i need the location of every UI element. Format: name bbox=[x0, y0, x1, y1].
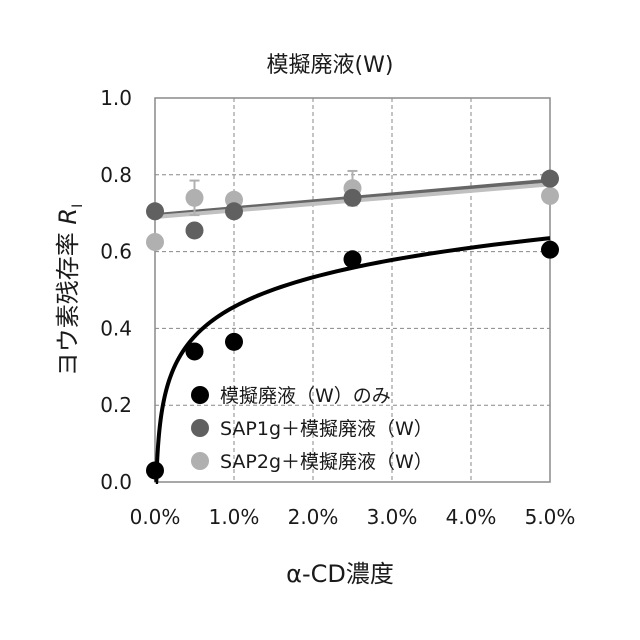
data-point-series-1 bbox=[186, 342, 204, 360]
x-tick-label: 4.0% bbox=[446, 505, 497, 529]
x-tick-label: 1.0% bbox=[209, 505, 260, 529]
y-tick-label: 0.0 bbox=[100, 470, 132, 494]
y-axis-title-main: ヨウ素残存率 bbox=[54, 225, 82, 377]
x-axis-title: α-CD濃度 bbox=[286, 560, 394, 588]
y-tick-label: 0.2 bbox=[100, 393, 132, 417]
data-point-series-1 bbox=[146, 461, 164, 479]
legend-label-series-3: SAP2g＋模擬廃液（W） bbox=[220, 451, 433, 473]
data-point-series-2 bbox=[344, 189, 362, 207]
y-tick-label: 0.8 bbox=[100, 163, 132, 187]
chart-title: 模擬廃液(W) bbox=[267, 53, 394, 78]
data-point-series-2 bbox=[146, 202, 164, 220]
x-tick-label: 3.0% bbox=[367, 505, 418, 529]
x-tick-label: 5.0% bbox=[525, 505, 576, 529]
data-point-series-3 bbox=[186, 189, 204, 207]
x-tick-label: 0.0% bbox=[130, 505, 181, 529]
legend-label-series-1: 模擬廃液（W）のみ bbox=[220, 385, 391, 407]
data-point-series-1 bbox=[541, 241, 559, 259]
data-point-series-2 bbox=[225, 202, 243, 220]
data-point-series-1 bbox=[344, 250, 362, 268]
y-tick-label: 0.4 bbox=[100, 316, 132, 340]
legend-marker-series-3 bbox=[191, 452, 209, 470]
y-axis-title-group: ヨウ素残存率 RI bbox=[54, 204, 86, 376]
y-tick-label: 0.6 bbox=[100, 240, 132, 264]
data-point-series-2 bbox=[541, 170, 559, 188]
y-axis-title-symbol: R bbox=[54, 208, 82, 225]
x-tick-label: 2.0% bbox=[288, 505, 339, 529]
y-axis-title: ヨウ素残存率 RI bbox=[54, 204, 86, 376]
legend-marker-series-2 bbox=[191, 419, 209, 437]
y-axis-title-subscript: I bbox=[70, 204, 86, 208]
data-point-series-1 bbox=[225, 333, 243, 351]
trendline-series-1 bbox=[156, 238, 550, 482]
data-point-series-2 bbox=[186, 221, 204, 239]
y-tick-label: 1.0 bbox=[100, 86, 132, 110]
data-point-series-3 bbox=[146, 233, 164, 251]
legend-marker-series-1 bbox=[191, 386, 209, 404]
legend: 模擬廃液（W）のみ SAP1g＋模擬廃液（W） SAP2g＋模擬廃液（W） bbox=[191, 385, 433, 473]
legend-label-series-2: SAP1g＋模擬廃液（W） bbox=[220, 418, 433, 440]
data-point-series-3 bbox=[541, 187, 559, 205]
